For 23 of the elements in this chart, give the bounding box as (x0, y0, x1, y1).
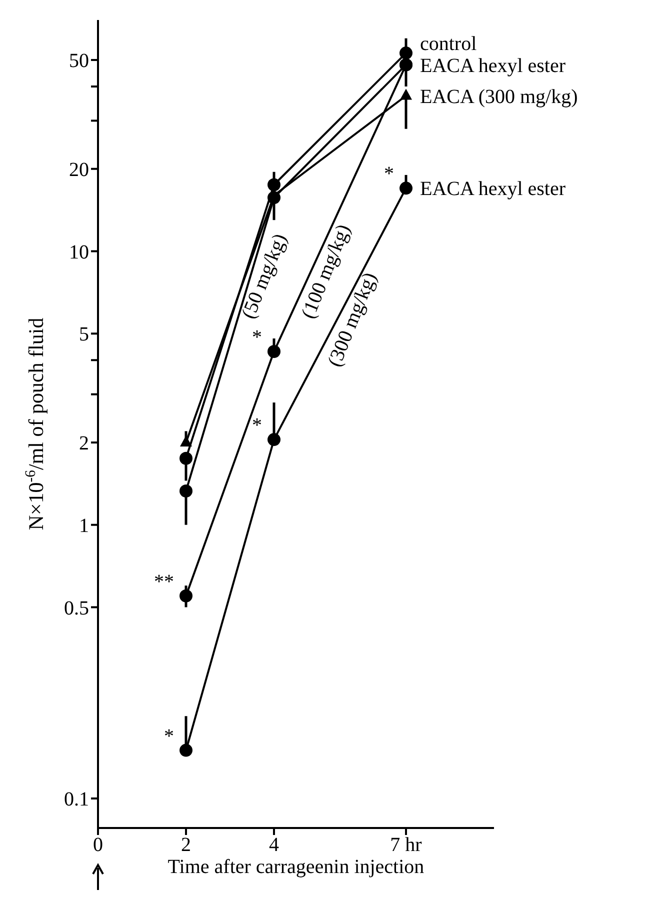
series-label: EACA hexyl ester (420, 54, 566, 77)
y-tick-label: 20 (69, 158, 89, 181)
annotation: * (384, 163, 394, 186)
annotation: ** (154, 570, 174, 593)
x-tick-label: 7 hr (390, 834, 422, 856)
y-tick-label: 2 (79, 432, 89, 455)
x-tick-label: 0 (93, 834, 103, 856)
y-tick-label: 5 (79, 324, 89, 346)
x-tick-label: 2 (181, 834, 191, 856)
y-tick-label: 10 (69, 241, 89, 264)
y-tick-label: 0.5 (64, 597, 89, 620)
x-axis-title: Time after carrageenin injection (168, 856, 424, 878)
y-tick-label: 0.1 (64, 788, 89, 811)
y-tick-label: 1 (79, 514, 89, 537)
series-label: EACA hexyl ester (420, 178, 566, 200)
x-tick-label: 4 (269, 834, 279, 856)
annotation: * (252, 326, 262, 349)
annotation: * (164, 725, 174, 748)
annotation: * (252, 414, 262, 437)
annotation: (50 mg/kg) (237, 230, 292, 322)
series-label: EACA (300 mg/kg) (420, 86, 578, 108)
y-tick-label: 50 (69, 50, 89, 72)
series-label: control (420, 32, 478, 55)
